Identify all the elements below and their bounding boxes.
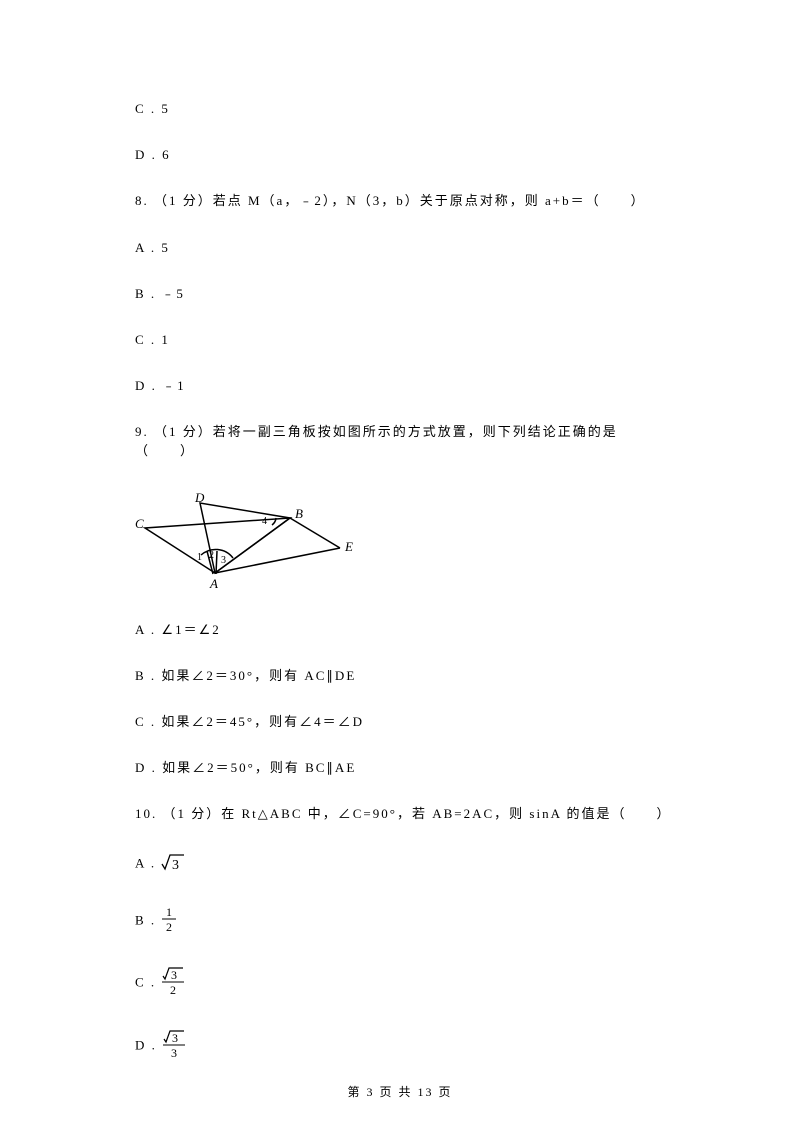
triangle-diagram-icon: D B C E A 1 2 3 4 <box>135 488 355 588</box>
q8-option-a: A . 5 <box>135 239 665 257</box>
frac-sqrt3-2-icon: 32 <box>161 966 185 1001</box>
q10-optA-prefix: A . <box>135 855 161 870</box>
q7-option-d: D . 6 <box>135 146 665 164</box>
svg-text:1: 1 <box>166 905 174 919</box>
q10-stem: 10. （1 分）在 Rt△ABC 中，∠C=90°，若 AB=2AC，则 si… <box>135 805 665 823</box>
q7-option-c: C . 5 <box>135 100 665 118</box>
q10-optB-prefix: B . <box>135 912 161 927</box>
q10-option-a: A . 3 <box>135 852 665 877</box>
q10-option-d: D . 33 <box>135 1029 665 1064</box>
svg-text:2: 2 <box>170 983 178 996</box>
svg-text:3: 3 <box>171 1046 179 1059</box>
q10-option-c: C . 32 <box>135 966 665 1001</box>
page-content: C . 5 D . 6 8. （1 分）若点 M（a，﹣2），N（3，b）关于原… <box>0 0 800 1132</box>
svg-text:3: 3 <box>172 1031 180 1045</box>
q8-option-d: D . ﹣1 <box>135 377 665 395</box>
q9-stem: 9. （1 分）若将一副三角板按如图所示的方式放置，则下列结论正确的是（ ） <box>135 423 665 459</box>
label-angle-3: 3 <box>221 555 226 566</box>
frac-1-2-icon: 12 <box>161 905 177 938</box>
frac-sqrt3-3-icon: 33 <box>162 1029 186 1064</box>
sqrt3-icon: 3 <box>161 852 185 877</box>
q9-option-d: D . 如果∠2＝50°，则有 BC∥AE <box>135 759 665 777</box>
label-E: E <box>344 539 353 554</box>
q8-option-c: C . 1 <box>135 331 665 349</box>
q9-option-c: C . 如果∠2＝45°，则有∠4＝∠D <box>135 713 665 731</box>
q10-optC-prefix: C . <box>135 975 161 990</box>
q8-stem: 8. （1 分）若点 M（a，﹣2），N（3，b）关于原点对称，则 a+b＝（ … <box>135 192 665 210</box>
svg-text:2: 2 <box>166 920 174 933</box>
label-C: C <box>135 516 144 531</box>
q9-option-a: A . ∠1＝∠2 <box>135 621 665 639</box>
q8-option-b: B . ﹣5 <box>135 285 665 303</box>
q9-figure: D B C E A 1 2 3 4 <box>135 488 665 593</box>
q10-option-b: B . 12 <box>135 905 665 938</box>
label-D: D <box>194 490 205 505</box>
q9-option-b: B . 如果∠2＝30°，则有 AC∥DE <box>135 667 665 685</box>
svg-text:3: 3 <box>172 858 181 872</box>
label-A: A <box>209 576 218 588</box>
label-angle-4: 4 <box>262 516 267 527</box>
page-footer: 第 3 页 共 13 页 <box>0 1083 800 1100</box>
label-B: B <box>295 506 303 521</box>
svg-text:3: 3 <box>171 968 179 982</box>
q10-optD-prefix: D . <box>135 1038 162 1053</box>
label-angle-1: 1 <box>197 552 202 563</box>
label-angle-2: 2 <box>209 550 214 561</box>
